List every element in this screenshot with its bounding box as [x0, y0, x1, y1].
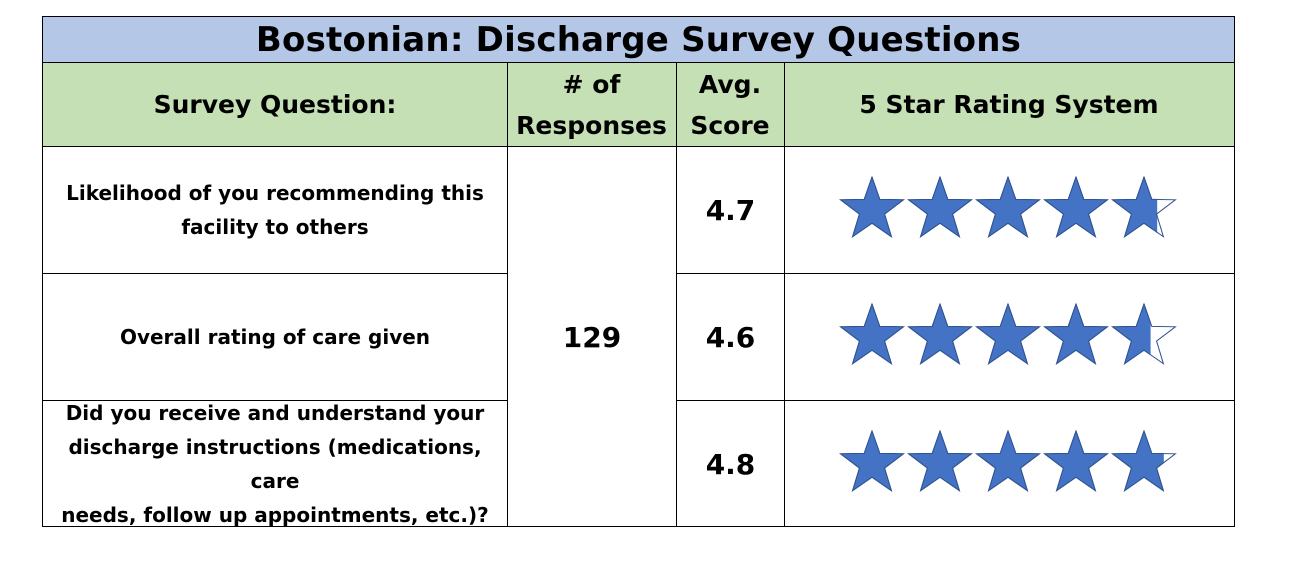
avg-score-row-1: 4.7 [705, 193, 756, 227]
row-divider [676, 400, 1234, 401]
question-row-1: Likelihood of you recommending this faci… [43, 147, 507, 273]
star-icon [907, 175, 973, 238]
star-rating-graphic [839, 429, 1177, 492]
avg-score-row-2: 4.6 [705, 320, 756, 354]
star-icon [1043, 429, 1109, 492]
responses-count: 129 [562, 320, 622, 354]
row-divider [676, 273, 1234, 274]
header-survey-question: Survey Question: [153, 90, 397, 119]
survey-table: Bostonian: Discharge Survey Questions Su… [42, 16, 1235, 527]
header-responses-line1: # of [562, 69, 621, 99]
column-divider [676, 63, 677, 527]
star-icon [975, 175, 1041, 238]
star-icon [839, 175, 905, 238]
column-divider [507, 63, 508, 527]
table-title: Bostonian: Discharge Survey Questions [43, 17, 1234, 63]
star-icon [1111, 175, 1177, 238]
question-text: Likelihood of you recommending this [66, 181, 484, 205]
question-row-3: Did you receive and understand your disc… [43, 401, 507, 527]
question-text: needs, follow up appointments, etc.)? [61, 503, 489, 527]
header-score-line1: Avg. [698, 69, 762, 99]
star-icon [839, 302, 905, 365]
star-icon [839, 429, 905, 492]
question-text: Did you receive and understand your [65, 401, 485, 425]
star-rating-row-2 [785, 274, 1234, 400]
header-score-line2: Score [690, 110, 770, 140]
question-text: discharge instructions (medications, car… [68, 435, 482, 493]
header-responses-line2: Responses [516, 110, 667, 140]
header-row: Survey Question: # of Responses Avg. Sco… [43, 63, 1234, 147]
avg-score-row-3: 4.8 [705, 447, 756, 481]
column-divider [784, 63, 785, 527]
star-icon [1043, 302, 1109, 365]
question-text: facility to others [181, 215, 369, 239]
star-icon [1043, 175, 1109, 238]
star-rating-graphic [839, 175, 1177, 238]
star-icon [907, 429, 973, 492]
header-responses: # of Responses [507, 63, 676, 146]
question-row-2: Overall rating of care given [43, 274, 507, 400]
header-star-rating: 5 Star Rating System [859, 90, 1159, 119]
star-rating-graphic [839, 302, 1177, 365]
header-avg-score: Avg. Score [676, 63, 784, 146]
question-text: Overall rating of care given [119, 325, 431, 349]
star-icon [975, 302, 1041, 365]
row-divider [43, 400, 507, 401]
star-rating-row-3 [785, 401, 1234, 527]
star-icon [1111, 429, 1177, 492]
star-rating-row-1 [785, 147, 1234, 273]
star-icon [907, 302, 973, 365]
star-icon [1111, 302, 1177, 365]
star-icon [975, 429, 1041, 492]
row-divider [43, 273, 507, 274]
